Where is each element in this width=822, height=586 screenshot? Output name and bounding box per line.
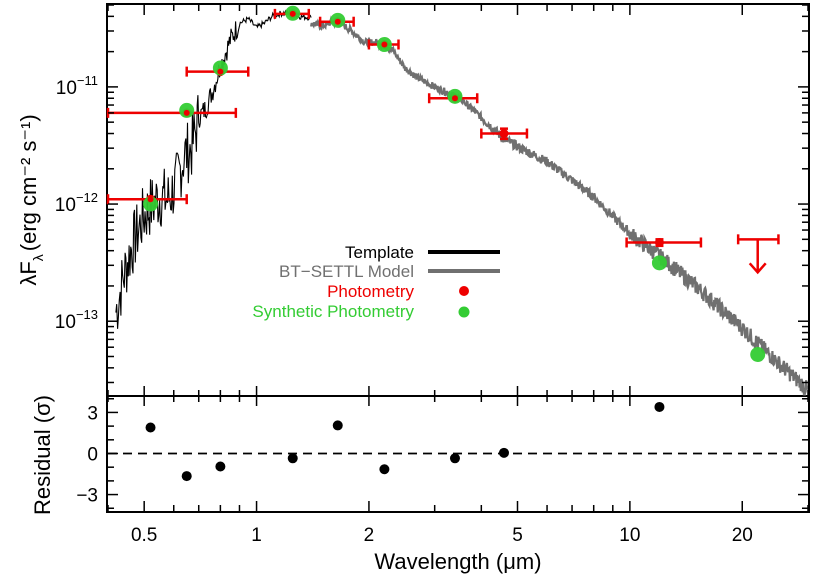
x-axis-label: Wavelength (μm) [374,549,541,574]
residual-y-tick-label-2: −3 [76,486,98,507]
residual-point-4 [379,464,390,475]
residual-y-tick-label-0: 3 [87,403,98,424]
photometry-point-9 [736,234,780,275]
photometry-center-8 [656,239,663,246]
x-tick-label-4: 10 [619,525,640,546]
synthetic-dot-0 [143,196,159,212]
legend-synthetic-dot [458,306,470,318]
x-tick-label-3: 5 [512,525,523,546]
legend-synthetic-label: Synthetic Photometry [252,302,414,321]
residual-y-tick-label-1: 0 [87,445,98,466]
y-tick-label-2: 10−11 [56,73,98,99]
photometry-center-4 [334,18,341,25]
ylabel-main: λF [16,261,41,285]
y-tick-label-1: 10−12 [55,190,98,216]
x-tick-label-2: 2 [364,525,375,546]
legend-model-label: BT−SETTL Model [279,262,414,281]
y-tick-label-0: 10−13 [55,307,98,333]
residual-point-7 [498,447,509,458]
photometry-group [106,8,780,275]
tick-group: 0.5 1 2 5 10 20 10−13 10−12 10−11 3 0 −3 [55,4,809,546]
sed-y-axis-label: λFλ (erg cm⁻² s⁻¹) [16,114,46,285]
legend-photometry-label: Photometry [327,282,414,301]
residual-group [108,401,808,482]
photometry-center-6 [451,95,458,102]
upper-limit-arrow-9 [748,262,767,275]
residual-point-8 [654,401,665,412]
photometry-point-1 [106,107,238,118]
model-spectrum-line [310,15,808,396]
photometry-center-3 [289,10,296,17]
residual-point-5 [332,420,343,431]
photometry-center-7 [500,130,507,137]
photometry-center-2 [217,68,224,75]
legend-template-label: Template [345,243,414,262]
x-tick-label-5: 20 [732,525,753,546]
x-tick-label-0: 0.5 [131,525,157,546]
residual-point-0 [145,422,156,433]
ylabel-sub: λ [30,254,46,261]
x-tick-label-1: 1 [251,525,262,546]
synthetic-dot-8 [750,346,766,362]
residual-point-6 [449,453,460,464]
sed-plot-frame [106,3,810,397]
synthetic-dot-2 [212,60,228,76]
template-spectrum-line [115,8,312,329]
residual-plot-frame [106,395,810,513]
residual-point-1 [181,471,192,482]
photometry-center-5 [381,41,388,48]
legend: Template BT−SETTL Model Photometry Synth… [252,243,500,321]
residual-point-2 [215,461,226,472]
residual-point-3 [287,453,298,464]
legend-photometry-dot [459,286,469,296]
synthetic-photometry-group [143,5,766,362]
photometry-center-0 [147,196,154,203]
photometry-center-1 [183,109,190,116]
residual-y-axis-label: Residual (σ) [30,395,55,515]
spectra-group [115,8,808,396]
ylabel-units: (erg cm⁻² s⁻¹) [16,114,41,251]
synthetic-dot-7 [651,255,667,271]
